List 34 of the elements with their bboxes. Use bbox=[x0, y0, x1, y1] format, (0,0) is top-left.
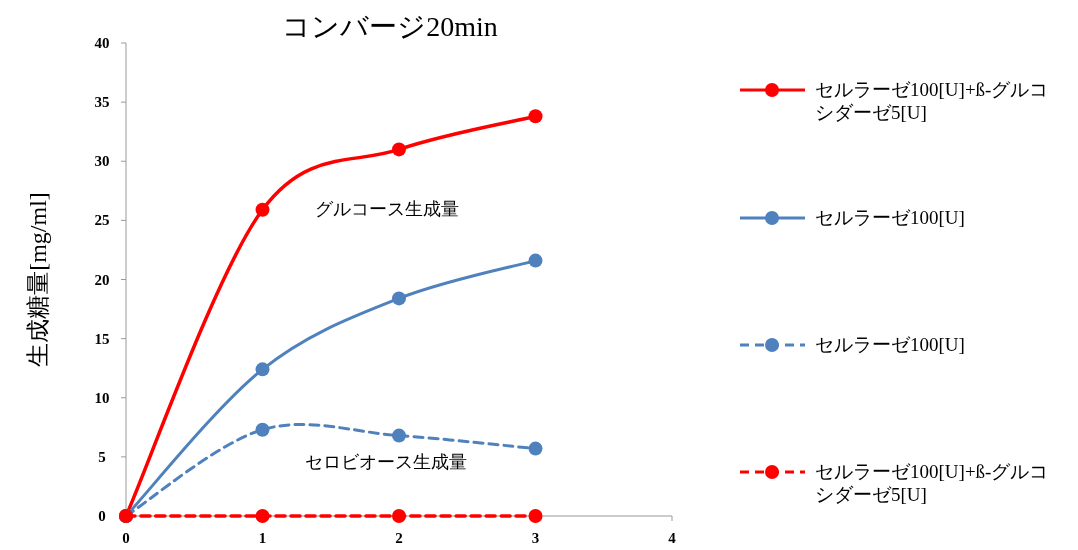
legend-label: セルラーゼ100[U]+ß-グルコシダーゼ5[U] bbox=[815, 461, 1049, 505]
x-tick-label: 3 bbox=[531, 530, 540, 546]
y-tick-label: 35 bbox=[94, 94, 110, 111]
point bbox=[528, 109, 543, 124]
point bbox=[392, 142, 406, 157]
point bbox=[392, 509, 406, 523]
y-tick-label: 0 bbox=[98, 508, 106, 524]
x-tick-label: 0 bbox=[122, 530, 130, 546]
y-tick-label: 40 bbox=[94, 35, 110, 51]
annotation: セロビオース生成量 bbox=[305, 452, 467, 472]
x-tick-label: 4 bbox=[668, 530, 677, 546]
x-tick-label: 1 bbox=[258, 530, 267, 546]
legend-label: セルラーゼ100[U] bbox=[815, 207, 965, 228]
y-axis-title: 生成糖量[mg/ml] bbox=[25, 192, 51, 367]
point bbox=[528, 253, 543, 268]
point bbox=[255, 202, 270, 217]
point bbox=[528, 441, 543, 456]
point bbox=[255, 509, 270, 523]
point bbox=[392, 291, 406, 306]
point bbox=[528, 509, 543, 523]
y-tick-label: 30 bbox=[94, 153, 110, 170]
legend-label: セルラーゼ100[U]+ß-グルコシダーゼ5[U] bbox=[815, 79, 1049, 123]
y-tick-label: 20 bbox=[94, 271, 110, 288]
x-tick-label: 2 bbox=[395, 530, 403, 546]
annotation: グルコース生成量 bbox=[315, 199, 459, 219]
y-tick-label: 15 bbox=[94, 330, 110, 347]
y-tick-label: 10 bbox=[94, 389, 110, 406]
point bbox=[392, 428, 406, 443]
point bbox=[255, 362, 270, 377]
chart-title: コンバージ20min bbox=[282, 11, 498, 42]
point bbox=[255, 422, 270, 437]
y-tick-label: 5 bbox=[98, 448, 106, 465]
legend-label: セルラーゼ100[U] bbox=[815, 334, 965, 355]
y-tick-label: 25 bbox=[94, 212, 110, 229]
